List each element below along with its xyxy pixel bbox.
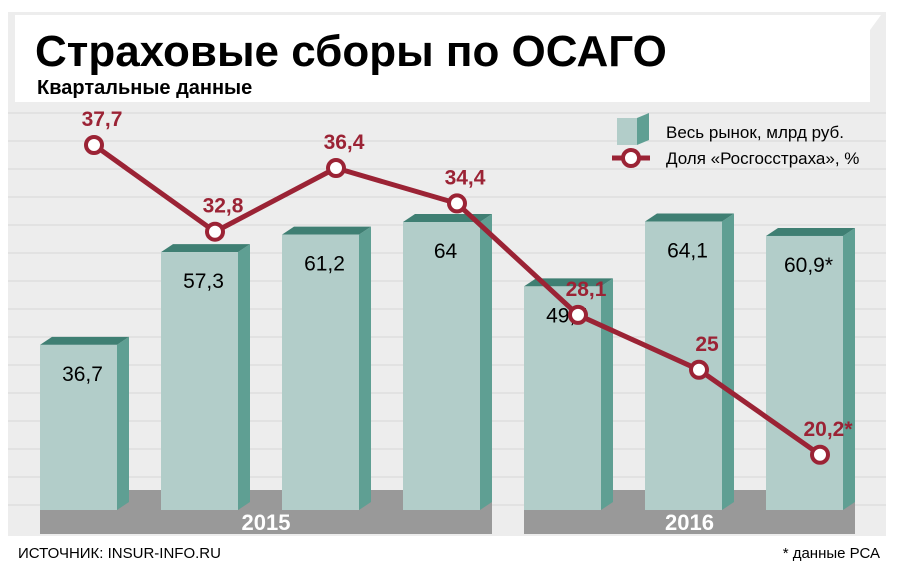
line-value-label: 34,4 bbox=[445, 166, 486, 189]
bar-value-label: 57,3 bbox=[183, 270, 224, 293]
bar bbox=[403, 222, 480, 510]
bar bbox=[524, 286, 601, 510]
footnote: * данные РСА bbox=[783, 545, 880, 562]
title-panel bbox=[15, 15, 881, 102]
bar bbox=[766, 235, 843, 510]
bar-value-label: 64,1 bbox=[667, 240, 708, 263]
line-point bbox=[326, 158, 346, 179]
bar-side bbox=[601, 278, 613, 510]
line-point bbox=[689, 359, 709, 380]
bar-top bbox=[40, 336, 129, 345]
year-label: 2015 bbox=[242, 510, 291, 535]
bar-top bbox=[282, 226, 371, 235]
bar-value-label: 64 bbox=[434, 240, 458, 263]
bar-side bbox=[359, 226, 371, 510]
legend-line-label: Доля «Росгосстраха», % bbox=[666, 149, 859, 168]
bar bbox=[645, 221, 722, 511]
line-value-label: 20,2* bbox=[803, 418, 853, 441]
bar-value-label: 36,7 bbox=[62, 363, 103, 386]
line-value-label: 37,7 bbox=[82, 108, 123, 131]
line-point bbox=[84, 135, 104, 155]
legend-bars-label: Весь рынок, млрд руб. bbox=[666, 123, 844, 142]
legend-line-marker bbox=[621, 148, 641, 168]
bar-top bbox=[161, 244, 250, 253]
legend-bar-swatch bbox=[617, 118, 637, 145]
bar-side bbox=[238, 244, 250, 510]
legend: Весь рынок, млрд руб. Доля «Росгосстраха… bbox=[612, 113, 859, 168]
bar-side bbox=[722, 213, 734, 511]
chart-title: Страховые сборы по ОСАГО bbox=[35, 27, 667, 76]
bar bbox=[282, 234, 359, 510]
bar-value-label: 60,9* bbox=[784, 254, 833, 277]
bar-side bbox=[843, 227, 855, 510]
line-point bbox=[568, 304, 588, 325]
source-note: ИСТОЧНИК: INSUR-INFO.RU bbox=[18, 545, 221, 562]
year-label: 2016 bbox=[665, 510, 714, 535]
footer-band bbox=[8, 536, 886, 572]
bar-top bbox=[766, 227, 855, 236]
line-series: 37,7 32,8 36,4 34,4 28,1 25 20,2* bbox=[82, 108, 853, 465]
chart-subtitle: Квартальные данные bbox=[37, 77, 252, 99]
bar bbox=[40, 344, 117, 510]
line-value-label: 36,4 bbox=[324, 131, 365, 154]
bar-value-label: 61,2 bbox=[304, 253, 345, 276]
bar bbox=[161, 252, 238, 510]
line-value-label: 32,8 bbox=[203, 195, 244, 218]
bar-top bbox=[645, 213, 734, 222]
line-value-label: 25 bbox=[695, 333, 719, 356]
bar-side bbox=[117, 336, 129, 510]
line-point bbox=[205, 221, 225, 242]
line-point bbox=[810, 444, 830, 465]
line-point bbox=[447, 193, 467, 214]
bar-side bbox=[480, 214, 492, 510]
line-value-label: 28,1 bbox=[566, 278, 607, 301]
